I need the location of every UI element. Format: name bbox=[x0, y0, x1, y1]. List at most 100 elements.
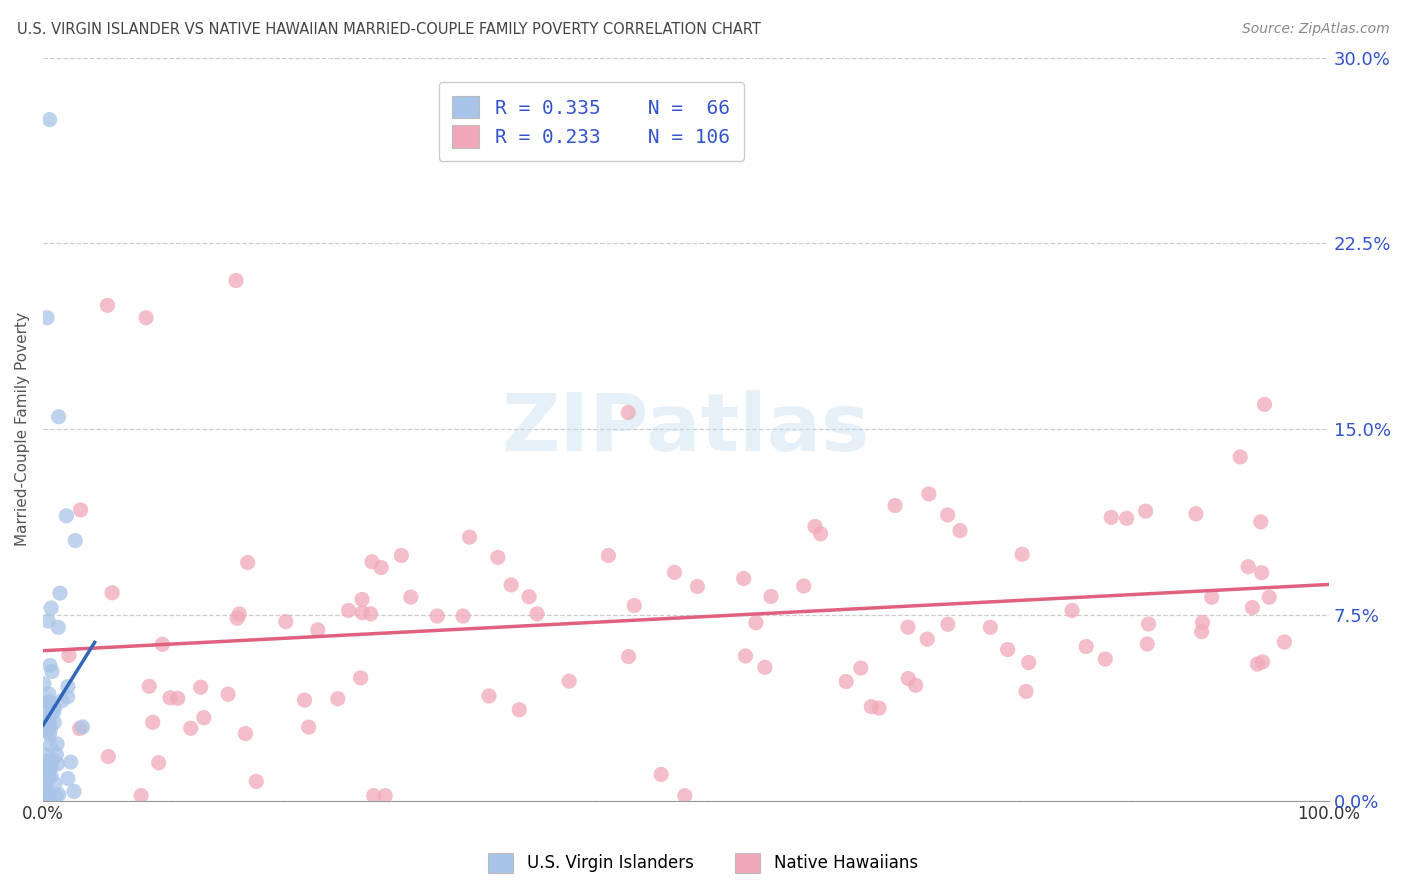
Point bbox=[793, 579, 815, 593]
Point bbox=[1246, 657, 1268, 672]
Point bbox=[363, 789, 385, 803]
Legend: U.S. Virgin Islanders, Native Hawaiians: U.S. Virgin Islanders, Native Hawaiians bbox=[482, 847, 924, 880]
Point bbox=[451, 609, 474, 624]
Point bbox=[46, 737, 69, 751]
Point bbox=[150, 637, 173, 651]
Point bbox=[1258, 591, 1281, 605]
Point bbox=[38, 754, 60, 768]
Point bbox=[97, 749, 120, 764]
Point bbox=[45, 747, 67, 762]
Point bbox=[46, 620, 69, 634]
Point bbox=[1250, 515, 1272, 529]
Point bbox=[754, 660, 776, 674]
Point bbox=[1241, 600, 1264, 615]
Point bbox=[1099, 510, 1122, 524]
Point bbox=[617, 405, 640, 419]
Point bbox=[1185, 507, 1208, 521]
Point bbox=[38, 727, 60, 741]
Point bbox=[1201, 591, 1223, 605]
Point bbox=[55, 508, 77, 523]
Point bbox=[374, 789, 396, 803]
Point bbox=[1274, 635, 1296, 649]
Point bbox=[159, 690, 181, 705]
Point bbox=[38, 695, 60, 709]
Point bbox=[235, 726, 257, 740]
Point bbox=[38, 766, 60, 780]
Point bbox=[180, 721, 202, 735]
Point bbox=[32, 790, 55, 805]
Text: ZIPatlas: ZIPatlas bbox=[502, 390, 870, 468]
Point bbox=[59, 755, 82, 769]
Point bbox=[884, 499, 907, 513]
Text: Source: ZipAtlas.com: Source: ZipAtlas.com bbox=[1241, 22, 1389, 37]
Point bbox=[298, 720, 321, 734]
Point bbox=[217, 687, 239, 701]
Point bbox=[148, 756, 170, 770]
Point bbox=[37, 614, 59, 628]
Point bbox=[915, 632, 938, 647]
Point bbox=[673, 789, 696, 803]
Point bbox=[936, 617, 959, 632]
Point bbox=[370, 560, 392, 574]
Point bbox=[41, 769, 63, 783]
Point bbox=[135, 310, 157, 325]
Point bbox=[508, 703, 530, 717]
Point bbox=[39, 793, 62, 807]
Point bbox=[733, 572, 755, 586]
Legend: R = 0.335    N =  66, R = 0.233    N = 106: R = 0.335 N = 66, R = 0.233 N = 106 bbox=[439, 82, 744, 161]
Point bbox=[849, 661, 872, 675]
Point bbox=[360, 607, 382, 621]
Point bbox=[352, 606, 374, 620]
Point bbox=[101, 585, 124, 599]
Point bbox=[41, 665, 63, 679]
Point bbox=[1015, 684, 1038, 698]
Point bbox=[918, 487, 941, 501]
Point bbox=[1115, 511, 1137, 525]
Point bbox=[349, 671, 371, 685]
Point bbox=[1250, 566, 1272, 580]
Point bbox=[897, 620, 920, 634]
Point bbox=[37, 700, 59, 714]
Point bbox=[65, 533, 87, 548]
Point bbox=[486, 550, 509, 565]
Point bbox=[1251, 655, 1274, 669]
Point bbox=[228, 607, 250, 621]
Point bbox=[1237, 559, 1260, 574]
Point bbox=[759, 590, 782, 604]
Point bbox=[804, 519, 827, 533]
Point bbox=[35, 773, 58, 788]
Point bbox=[38, 760, 60, 774]
Point bbox=[45, 789, 67, 804]
Point bbox=[32, 793, 55, 807]
Point bbox=[1135, 504, 1157, 518]
Point bbox=[166, 691, 188, 706]
Point bbox=[1011, 547, 1033, 561]
Point bbox=[307, 623, 329, 637]
Point bbox=[501, 578, 523, 592]
Point bbox=[897, 672, 920, 686]
Point bbox=[44, 701, 66, 715]
Point bbox=[236, 556, 259, 570]
Point bbox=[39, 760, 62, 774]
Point bbox=[1060, 603, 1083, 617]
Point bbox=[337, 603, 360, 617]
Point bbox=[96, 298, 118, 312]
Point bbox=[274, 615, 297, 629]
Point bbox=[598, 549, 620, 563]
Point bbox=[41, 752, 63, 766]
Point bbox=[190, 680, 212, 694]
Point bbox=[37, 695, 59, 709]
Point bbox=[69, 503, 91, 517]
Point bbox=[352, 592, 374, 607]
Point bbox=[56, 772, 79, 786]
Point bbox=[35, 754, 58, 768]
Point bbox=[326, 691, 349, 706]
Point bbox=[226, 611, 249, 625]
Point bbox=[193, 711, 215, 725]
Point bbox=[997, 642, 1019, 657]
Point bbox=[39, 601, 62, 615]
Point bbox=[294, 693, 316, 707]
Point bbox=[478, 689, 501, 703]
Point bbox=[1191, 615, 1213, 630]
Point bbox=[399, 590, 422, 604]
